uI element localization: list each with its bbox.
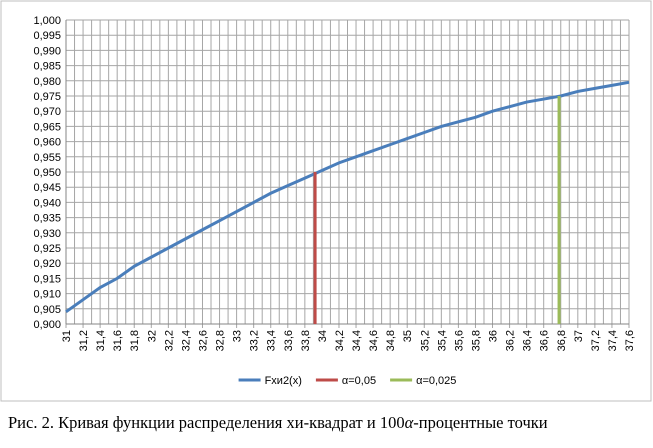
y-tick-label: 0,950 (33, 167, 61, 179)
x-tick-label: 36 (488, 330, 500, 342)
y-tick-label: 0,980 (33, 76, 61, 88)
y-tick-label: 0,945 (33, 182, 61, 194)
x-tick-label: 32,8 (215, 330, 227, 351)
y-tick-label: 0,960 (33, 137, 61, 149)
y-tick-label: 0,970 (33, 106, 61, 118)
x-tick-label: 37 (573, 330, 585, 342)
y-tick-label: 0,900 (33, 319, 61, 331)
x-tick-label: 37,4 (607, 330, 619, 351)
x-tick-label: 33,2 (249, 330, 261, 351)
x-tick-label: 31,6 (112, 330, 124, 351)
x-tick-label: 31,8 (129, 330, 141, 351)
x-tick-label: 37,6 (624, 330, 636, 351)
series-line (65, 80, 630, 314)
x-tick-label: 34,4 (351, 330, 363, 351)
caption-text: Рис. 2. Кривая функции распределения хи-… (8, 413, 405, 432)
x-tick-label: 33,8 (300, 330, 312, 351)
legend-label: α=0,025 (416, 375, 456, 387)
y-tick-label: 0,905 (33, 304, 61, 316)
x-tick-label: 35,8 (470, 330, 482, 351)
x-tick-label: 36,2 (505, 330, 517, 351)
x-tick-label: 36,4 (522, 330, 534, 351)
x-tick-label: 37,2 (590, 330, 602, 351)
legend-label: Fхи2(x) (265, 375, 302, 387)
x-tick-label: 35,6 (453, 330, 465, 351)
caption: Рис. 2. Кривая функции распределения хи-… (8, 413, 548, 432)
x-tick-label: 34,8 (385, 330, 397, 351)
legend-label: α=0,05 (342, 375, 376, 387)
caption-text: -процентные точки (413, 413, 548, 432)
x-tick-label: 33 (232, 330, 244, 342)
y-tick-label: 0,985 (33, 61, 61, 73)
x-tick-label: 35,2 (419, 330, 431, 351)
y-tick-label: 0,925 (33, 243, 61, 255)
x-tick-label: 35,4 (436, 330, 448, 351)
caption-symbol: α (405, 413, 414, 432)
x-tick-label: 34 (317, 330, 329, 342)
x-tick-label: 32,2 (163, 330, 175, 351)
y-tick-label: 1,000 (33, 15, 61, 27)
x-tick-label: 32 (146, 330, 158, 342)
y-tick-label: 0,965 (33, 121, 61, 133)
y-tick-label: 0,910 (33, 289, 61, 301)
x-tick-label: 34,6 (368, 330, 380, 351)
y-tick-label: 0,935 (33, 213, 61, 225)
y-tick-label: 0,990 (33, 45, 61, 57)
x-tick-label: 36,8 (556, 330, 568, 351)
x-tick-label: 36,6 (539, 330, 551, 351)
x-tick-label: 33,4 (266, 330, 278, 351)
x-tick-label: 31,2 (78, 330, 90, 351)
x-tick-label: 33,6 (283, 330, 295, 351)
y-tick-label: 0,940 (33, 197, 61, 209)
y-tick-label: 0,930 (33, 228, 61, 240)
y-tick-label: 0,955 (33, 152, 61, 164)
x-tick-label: 31 (61, 330, 73, 342)
y-tick-label: 0,915 (33, 273, 61, 285)
x-tick-label: 34,2 (334, 330, 346, 351)
x-tick-label: 31,4 (95, 330, 107, 351)
y-tick-label: 0,920 (33, 258, 61, 270)
y-tick-label: 0,975 (33, 91, 61, 103)
y-tick-label: 0,995 (33, 30, 61, 42)
x-tick-label: 32,4 (180, 330, 192, 351)
x-tick-label: 35 (402, 330, 414, 342)
chart-border (0, 0, 652, 402)
x-tick-label: 32,6 (197, 330, 209, 351)
